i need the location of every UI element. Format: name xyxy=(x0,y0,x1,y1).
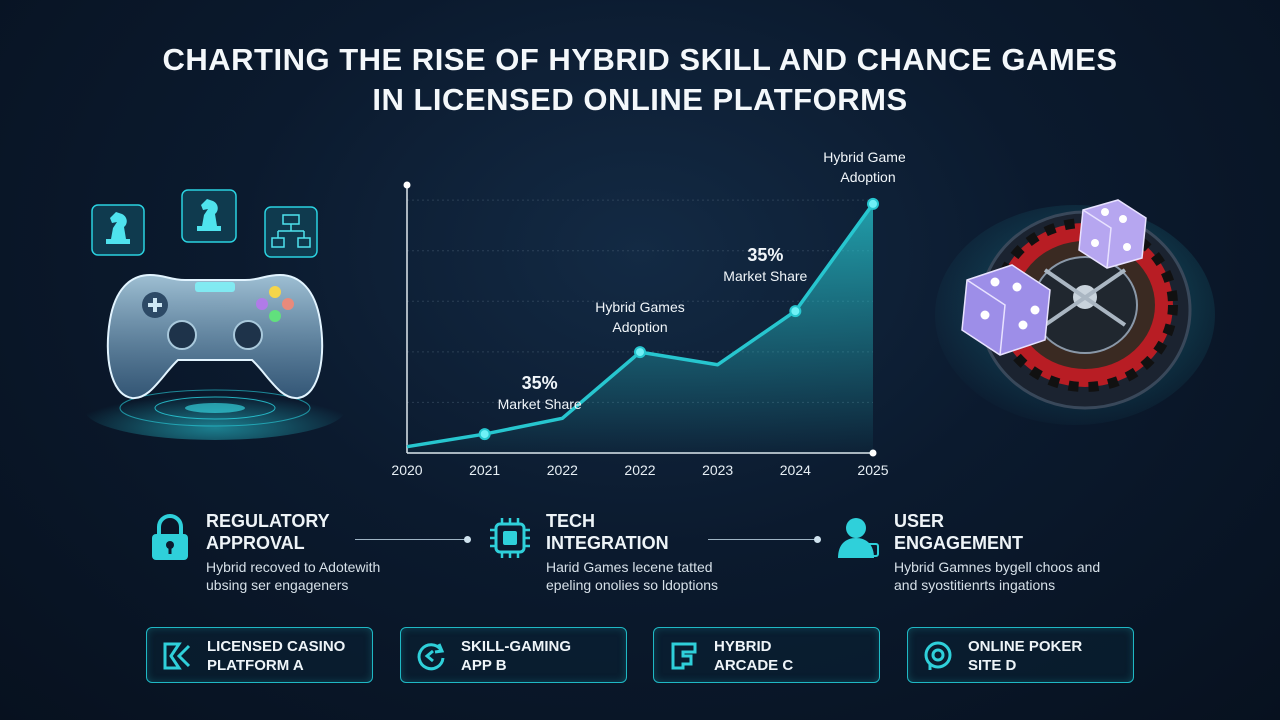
platform-label: HYBRID ARCADE C xyxy=(714,638,794,674)
feature-regulatory-approval: REGULATORY APPROVAL Hybrid recoved to Ad… xyxy=(148,510,468,600)
x-tick-label: 2020 xyxy=(391,462,422,478)
x-tick-label: 2022 xyxy=(624,462,655,478)
annotation-label: 35% xyxy=(522,373,558,393)
annotation-label: Market Share xyxy=(498,396,582,412)
data-point xyxy=(634,346,646,359)
poker-logo-icon xyxy=(924,641,952,670)
data-point xyxy=(478,428,491,441)
platform-label: ONLINE POKER SITE D xyxy=(968,638,1083,674)
x-tick-label: 2022 xyxy=(547,462,578,478)
annotation-label: Hybrid Games xyxy=(595,299,684,315)
game-controller-illustration xyxy=(70,180,360,450)
data-point xyxy=(789,305,802,318)
feature-title: USER ENGAGEMENT xyxy=(894,511,1024,553)
feature-tech-integration: TECH INTEGRATION Harid Games lecene tatt… xyxy=(488,510,808,600)
chess-knight-icon xyxy=(181,189,237,243)
data-point xyxy=(867,197,879,210)
title-line-2: IN LICENSED ONLINE PLATFORMS xyxy=(372,82,908,117)
feature-description: Hybrid recoved to Adotewith ubsing ser e… xyxy=(206,559,381,593)
arcade-logo-icon xyxy=(671,642,697,670)
platform-card-casino[interactable]: LICENSED CASINO PLATFORM A xyxy=(146,627,373,683)
x-tick-label: 2024 xyxy=(780,462,811,478)
annotation-label: Adoption xyxy=(612,319,667,335)
chip-icon xyxy=(490,518,530,558)
casino-logo-icon xyxy=(163,642,191,670)
dice-icon xyxy=(1078,199,1147,269)
adoption-chart: 2020 2021 2022 2022 2023 2024 2025 35% Market Sh… xyxy=(385,135,912,485)
annotation-label: Adoption xyxy=(840,169,895,185)
skill-app-logo-icon xyxy=(417,643,445,671)
flowchart-icon xyxy=(264,206,318,258)
roulette-dice-illustration xyxy=(905,185,1215,435)
padlock-icon xyxy=(152,514,188,560)
annotation-label: Market Share xyxy=(723,268,807,284)
title-line-1: CHARTING THE RISE OF HYBRID SKILL AND CH… xyxy=(162,42,1118,77)
platform-card-online-poker[interactable]: ONLINE POKER SITE D xyxy=(907,627,1134,683)
feature-user-engagement: USER ENGAGEMENT Hybrid Gamnes bygell cho… xyxy=(836,510,1136,600)
page-title: CHARTING THE RISE OF HYBRID SKILL AND CH… xyxy=(0,40,1280,120)
platform-card-hybrid-arcade[interactable]: HYBRID ARCADE C xyxy=(653,627,880,683)
user-icon xyxy=(838,518,879,558)
feature-connector xyxy=(708,536,821,543)
platform-label: SKILL-GAMING APP B xyxy=(461,638,571,674)
platform-card-skill-gaming[interactable]: SKILL-GAMING APP B xyxy=(400,627,627,683)
x-tick-label: 2023 xyxy=(702,462,733,478)
chess-knight-icon xyxy=(91,204,145,256)
feature-description: Harid Games lecene tatted epeling onolie… xyxy=(546,559,719,593)
dice-icon xyxy=(961,264,1051,356)
platform-label: LICENSED CASINO PLATFORM A xyxy=(207,638,346,674)
feature-title: TECH INTEGRATION xyxy=(546,511,669,553)
feature-title: REGULATORY APPROVAL xyxy=(206,511,330,553)
annotation-label: Hybrid Games xyxy=(823,149,905,165)
feature-description: Hybrid Gamnes bygell choos and and syost… xyxy=(894,559,1101,593)
y-axis-end xyxy=(403,181,411,189)
feature-connector xyxy=(355,536,471,543)
gamepad-icon xyxy=(106,273,324,400)
x-tick-label: 2025 xyxy=(857,462,888,478)
area-fill xyxy=(407,203,873,453)
chart-canvas: 2020 2021 2022 2022 2023 2024 2025 35% Market Sh… xyxy=(391,149,912,478)
annotation-label: 35% xyxy=(747,245,783,265)
x-tick-label: 2021 xyxy=(469,462,500,478)
